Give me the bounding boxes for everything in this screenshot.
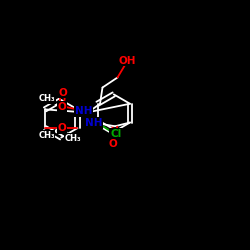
Text: OH: OH bbox=[119, 56, 136, 66]
Text: O: O bbox=[58, 123, 66, 133]
Text: O: O bbox=[58, 123, 66, 133]
Text: NH: NH bbox=[85, 118, 102, 128]
Text: O: O bbox=[58, 102, 66, 112]
Text: CH₃: CH₃ bbox=[38, 94, 55, 104]
Text: O: O bbox=[108, 139, 117, 149]
Text: NH: NH bbox=[75, 106, 92, 117]
Text: O: O bbox=[58, 88, 67, 98]
Text: CH₃: CH₃ bbox=[38, 130, 55, 140]
Text: CH₃: CH₃ bbox=[64, 134, 81, 142]
Text: Cl: Cl bbox=[110, 129, 122, 139]
